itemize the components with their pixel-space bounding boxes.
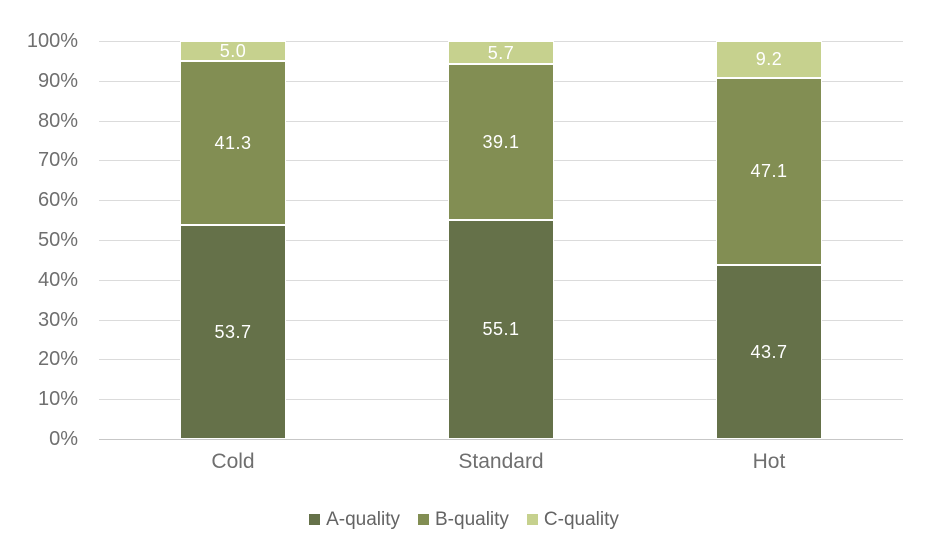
y-axis-tick-label: 80% — [37, 109, 78, 132]
y-axis-tick-label: 20% — [37, 348, 78, 371]
y-axis-tick-label: 60% — [37, 189, 78, 212]
segment-a-quality: 43.7 — [715, 265, 822, 439]
y-axis-tick-label: 70% — [37, 149, 78, 172]
bar-standard: 5.7 39.1 55.1 — [448, 41, 554, 439]
data-label: 9.2 — [755, 49, 783, 70]
y-axis-tick-label: 100% — [26, 30, 78, 52]
legend-label: A-quality — [326, 508, 400, 530]
segment-b-quality: 39.1 — [448, 64, 554, 220]
y-axis-tick-label: 0% — [49, 428, 78, 450]
y-axis-tick-label: 50% — [37, 229, 78, 251]
legend-swatch-a-quality-icon — [309, 513, 321, 525]
data-label: 43.7 — [750, 342, 788, 363]
data-label: 55.1 — [482, 319, 520, 340]
y-axis-tick-label: 10% — [37, 388, 78, 411]
x-axis: Cold Standard Hot — [99, 450, 903, 476]
y-axis: 100% 90% 80% 70% 60% 50% 40% 30% 20% 10%… — [0, 31, 90, 449]
data-label: 41.3 — [214, 133, 252, 154]
segment-c-quality: 9.2 — [715, 41, 822, 78]
legend-swatch-c-quality-icon — [526, 513, 538, 525]
legend-label: C-quality — [543, 508, 619, 530]
legend: A-quality B-quality C-quality — [0, 506, 928, 532]
legend-label: B-quality — [435, 508, 509, 530]
y-axis-tick-label: 30% — [37, 308, 78, 331]
legend-item-b-quality: B-quality — [418, 510, 509, 529]
legend-item-a-quality: A-quality — [309, 510, 400, 529]
x-axis-label-hot: Hot — [752, 450, 786, 473]
bar-hot: 9.2 47.1 43.7 — [715, 41, 822, 439]
legend-swatch-b-quality-icon — [418, 513, 429, 525]
x-axis-label-cold: Cold — [211, 450, 255, 473]
data-label: 5.0 — [219, 40, 247, 61]
segment-a-quality: 53.7 — [180, 225, 286, 439]
x-axis-label-standard: Standard — [458, 450, 544, 473]
segment-a-quality: 55.1 — [448, 219, 554, 439]
segment-b-quality: 41.3 — [180, 60, 286, 226]
data-label: 5.7 — [487, 42, 515, 63]
segment-c-quality: 5.0 — [180, 41, 286, 61]
bar-cold: 5.0 41.3 53.7 — [180, 41, 286, 439]
data-label: 39.1 — [482, 131, 520, 152]
plot-area: 5.0 41.3 53.7 5.7 39.1 55.1 9.2 — [99, 41, 903, 440]
segment-b-quality: 47.1 — [715, 77, 822, 266]
y-axis-tick-label: 90% — [37, 69, 78, 92]
data-label: 47.1 — [750, 161, 788, 182]
segment-c-quality: 5.7 — [448, 41, 554, 65]
data-label: 53.7 — [214, 322, 252, 343]
y-axis-tick-label: 40% — [37, 268, 78, 291]
legend-item-c-quality: C-quality — [526, 508, 619, 530]
gridline-0pct-axis-line — [99, 439, 903, 440]
